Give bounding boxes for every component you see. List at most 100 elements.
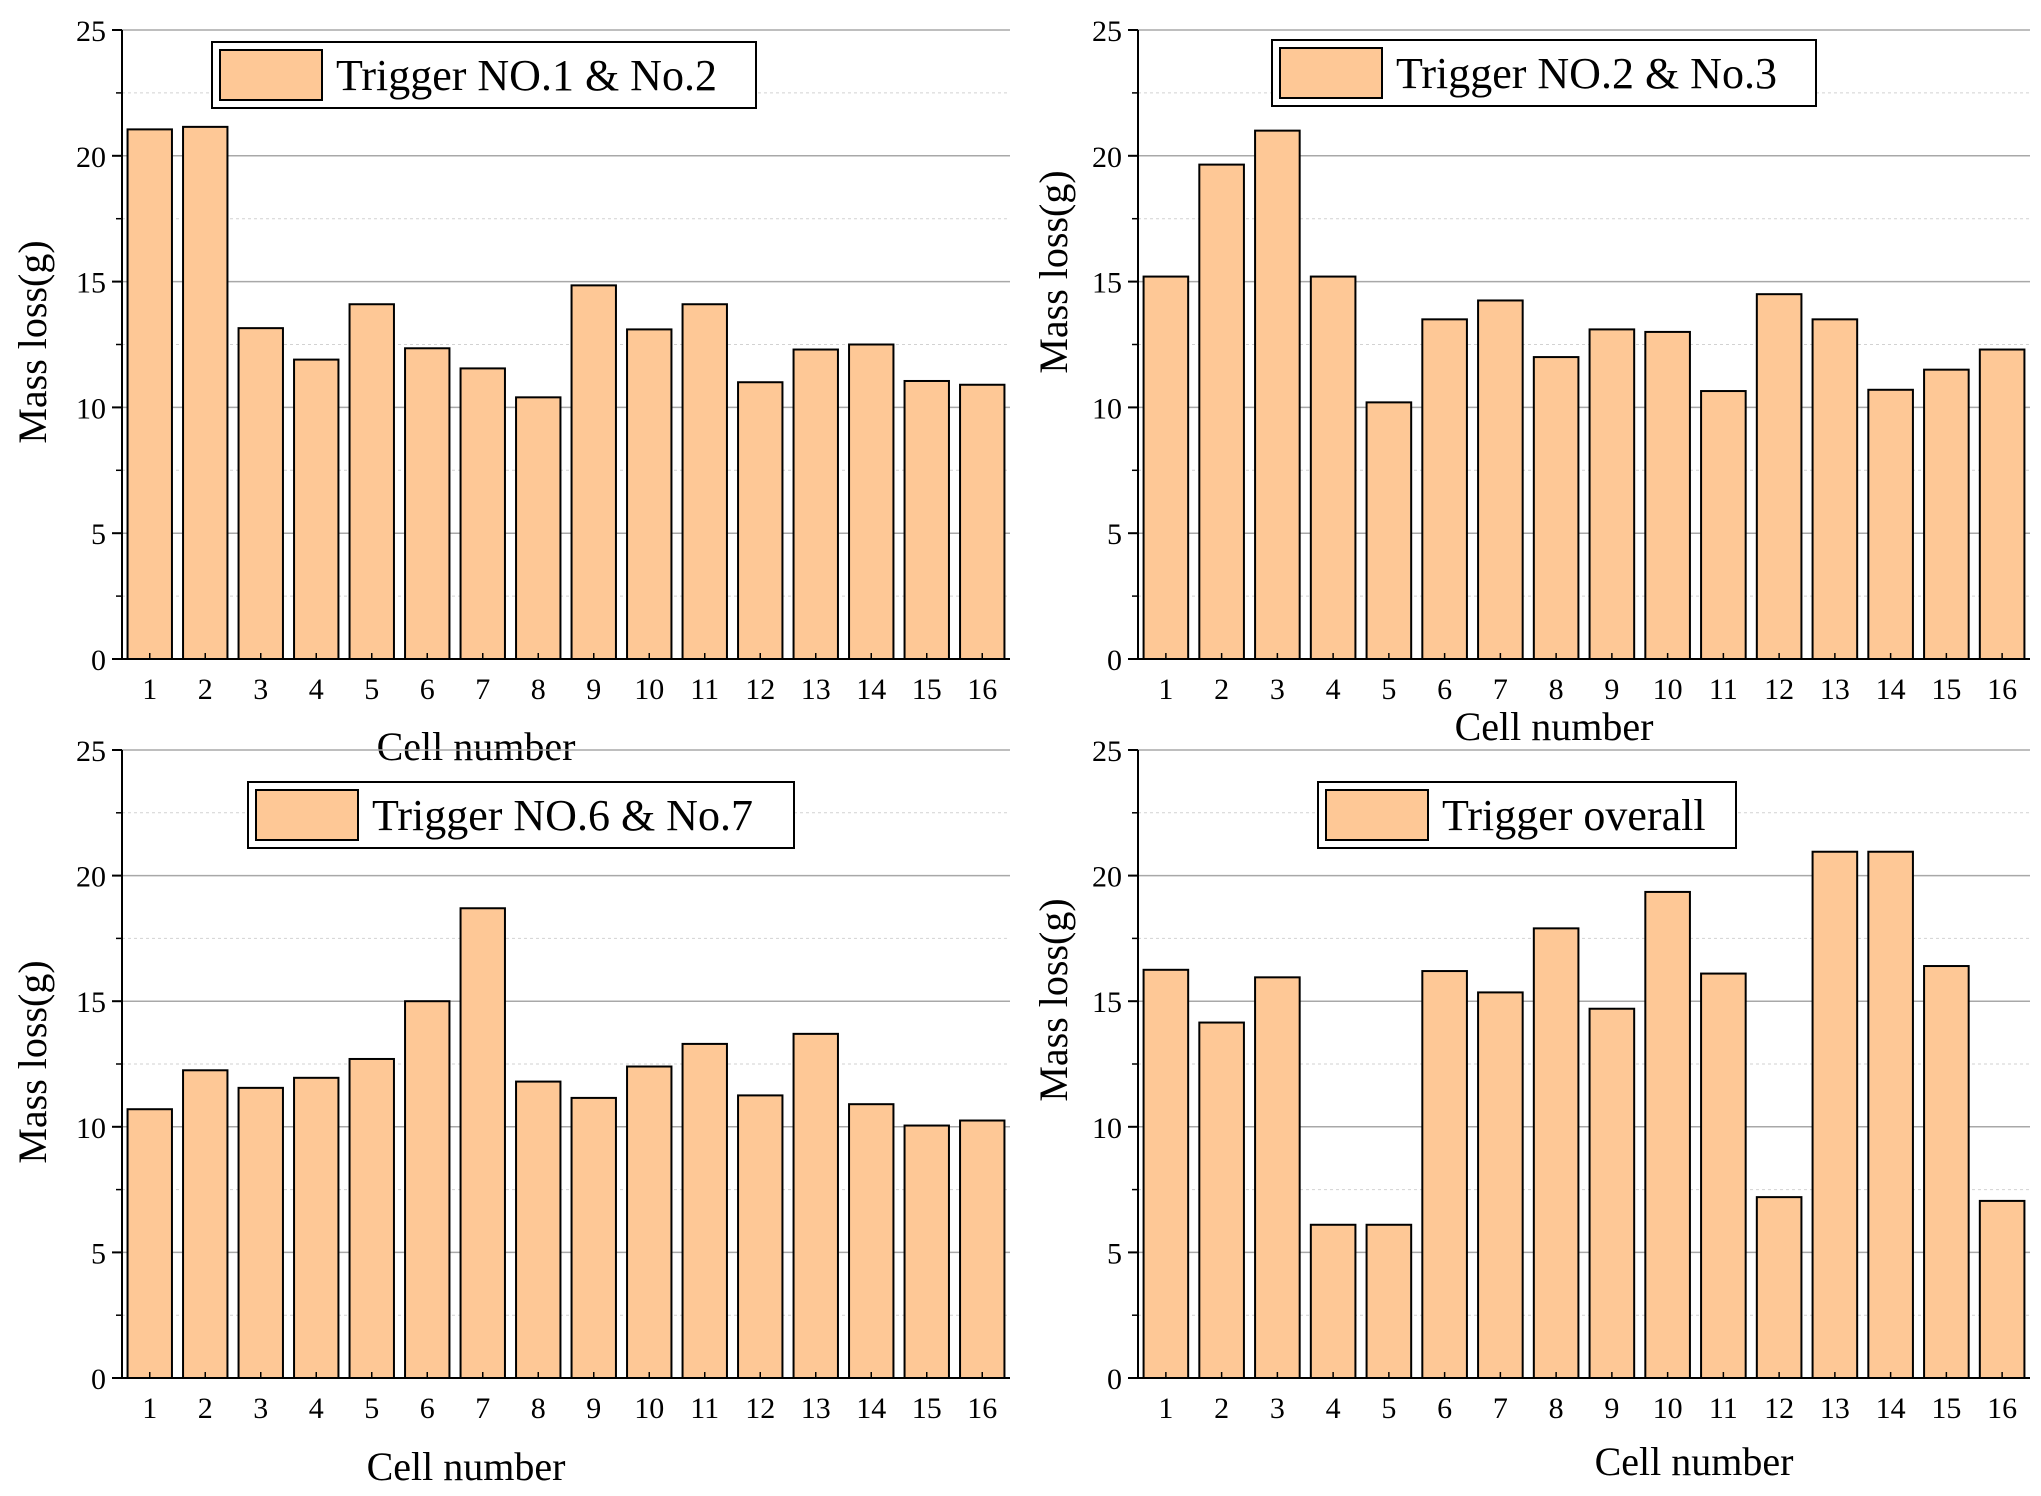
bar-cell-3 [1254,129,1301,660]
x-tick-label: 8 [531,673,546,706]
x-axis-title: Cell number [1455,704,1654,749]
y-tick-label: 20 [1092,141,1122,174]
y-tick-label: 5 [91,518,106,551]
x-tick-label: 11 [1709,673,1738,706]
bar-cell-9 [1588,1007,1636,1380]
x-tick-label: 14 [856,1392,886,1425]
x-tick-label: 15 [912,1392,942,1425]
y-tick-label: 15 [76,267,106,300]
bar-cell-8 [1532,927,1580,1379]
x-tick-label: 12 [745,673,775,706]
x-tick-label: 5 [1381,673,1396,706]
y-tick-label: 0 [1107,1363,1122,1396]
y-tick-label: 25 [1092,15,1122,48]
bar-cell-13 [792,1032,839,1379]
y-tick-label: 15 [1092,986,1122,1019]
bar-cell-10 [626,328,673,660]
bar-cell-16 [959,1119,1006,1380]
bar-cell-14 [1867,388,1914,660]
x-tick-label: 14 [856,673,886,706]
x-tick-label: 3 [253,1392,268,1425]
bar-cell-7 [459,367,506,660]
legend-swatch [219,49,323,101]
y-tick-label: 10 [76,392,106,425]
bar-cell-9 [1588,328,1636,660]
x-axis-title: Cell number [1595,1439,1794,1484]
bar-cell-5 [348,1057,395,1379]
bar-cell-14 [848,343,895,660]
bar-cell-7 [1477,991,1524,1380]
x-tick-label: 8 [1549,673,1564,706]
x-tick-label: 8 [531,1392,546,1425]
x-tick-label: 11 [1709,1392,1738,1425]
x-tick-label: 3 [253,673,268,706]
y-axis-title: Mass loss(g) [1031,170,1076,373]
bar-cell-6 [1421,970,1468,1380]
bar-cell-4 [293,358,340,660]
bar-cell-1 [126,128,173,660]
bar-cell-12 [1755,1196,1803,1379]
bar-cell-6 [1421,318,1468,660]
bar-cell-8 [515,396,562,660]
x-tick-label: 14 [1876,1392,1906,1425]
x-tick-label: 15 [912,673,942,706]
x-tick-label: 13 [1820,1392,1850,1425]
x-tick-label: 2 [198,1392,213,1425]
x-tick-label: 9 [1604,1392,1619,1425]
legend: Trigger NO.2 & No.3 [1271,39,1817,107]
bar-cell-16 [959,383,1006,660]
x-tick-label: 4 [1326,673,1341,706]
bar-cell-2 [182,125,229,660]
bar-cell-7 [459,907,506,1379]
x-tick-label: 15 [1931,673,1961,706]
x-axis-title: Cell number [367,1444,566,1489]
bar-cell-12 [1755,293,1803,660]
x-tick-label: 13 [801,673,831,706]
bar-cell-9 [570,284,617,660]
bar-cell-10 [626,1065,673,1379]
x-tick-label: 4 [1326,1392,1341,1425]
legend-swatch [1325,789,1429,841]
y-tick-label: 0 [1107,644,1122,677]
legend-label: Trigger overall [1442,791,1706,840]
x-tick-label: 5 [1381,1392,1396,1425]
x-tick-label: 16 [1987,1392,2017,1425]
bar-cell-3 [1254,976,1301,1379]
x-tick-label: 2 [1214,673,1229,706]
x-tick-label: 10 [1653,673,1683,706]
x-tick-label: 9 [1604,673,1619,706]
x-tick-label: 4 [309,673,324,706]
legend-swatch [1279,47,1383,99]
bar-cell-15 [903,379,950,660]
x-tick-label: 12 [745,1392,775,1425]
bar-cell-2 [1198,163,1245,661]
bar-cell-5 [348,303,395,660]
x-tick-label: 7 [1493,673,1508,706]
y-tick-label: 25 [1092,735,1122,768]
bar-cell-3 [237,327,284,660]
x-tick-label: 12 [1764,673,1794,706]
y-tick-label: 5 [91,1237,106,1270]
y-axis-title: Mass loss(g) [1031,898,1076,1101]
x-tick-label: 11 [690,1392,719,1425]
x-tick-label: 7 [475,673,490,706]
bar-cell-4 [1309,1223,1357,1379]
y-tick-label: 5 [1107,1237,1122,1270]
y-tick-label: 15 [1092,267,1122,300]
x-tick-label: 16 [967,1392,997,1425]
x-axis-title: Cell number [377,724,576,769]
x-tick-label: 8 [1549,1392,1564,1425]
y-tick-label: 20 [76,861,106,894]
y-tick-label: 15 [76,986,106,1019]
bar-cell-12 [737,381,784,660]
bar-cell-6 [404,1000,451,1379]
bar-cell-2 [182,1069,229,1380]
x-tick-label: 9 [586,1392,601,1425]
bar-cell-2 [1198,1021,1245,1379]
bar-cell-8 [1532,356,1580,660]
bar-cell-7 [1477,299,1524,660]
x-tick-label: 6 [1437,673,1452,706]
bar-cell-5 [1365,1223,1413,1379]
